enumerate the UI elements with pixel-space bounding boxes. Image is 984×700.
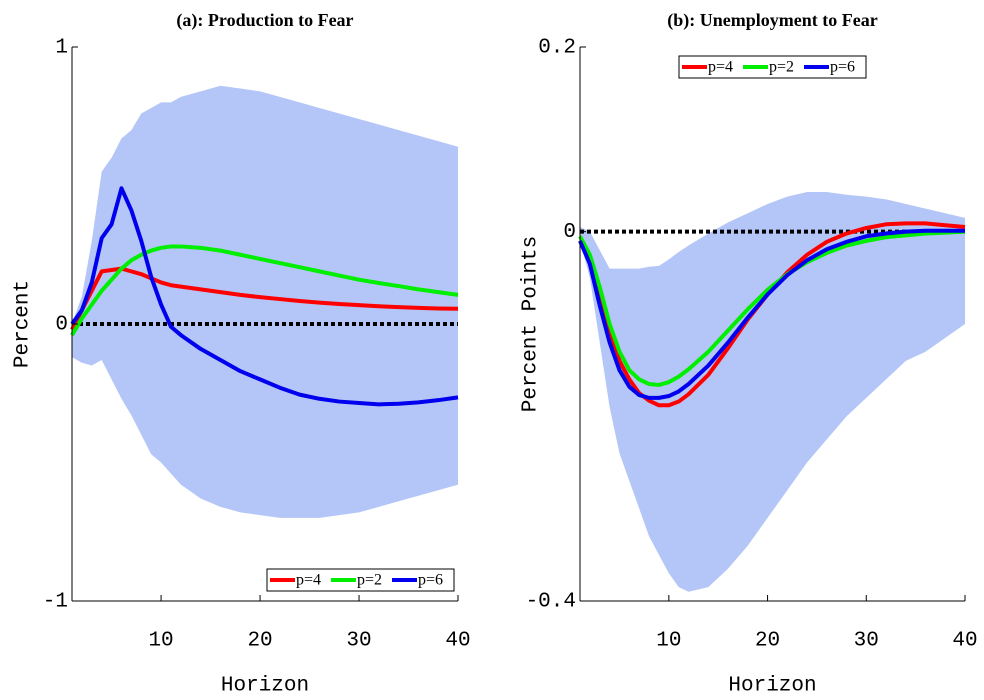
legend-label: p=2 [357, 572, 382, 589]
series-line [578, 228, 965, 400]
x-tick-label: 30 [346, 630, 371, 653]
y-axis-label: Percent Points [520, 236, 543, 412]
legend-box [266, 568, 455, 592]
legend-label: p=6 [830, 59, 855, 76]
legend: p=4 p=2 p=6 [678, 55, 867, 79]
legend-label: p=4 [708, 59, 733, 76]
confidence-band [72, 85, 458, 518]
confidence-band [580, 191, 965, 592]
legend: p=4 p=2 p=6 [266, 568, 455, 592]
series-line [70, 266, 459, 331]
x-axis-label: Horizon [221, 675, 309, 698]
x-axis-label: Horizon [728, 675, 816, 698]
chart-title: (a): Production to Fear [176, 10, 353, 31]
y-tick-label: -0.4 [526, 591, 576, 614]
series-line [70, 244, 459, 337]
x-tick-label: 30 [854, 630, 879, 653]
x-tick-label: 40 [952, 630, 977, 653]
y-tick-label: 0.2 [538, 37, 576, 60]
panel: -0.4 0 0.2 10 20 30 40 (b): Unemployment to Fea… [520, 10, 978, 697]
x-tick-label: 10 [656, 630, 681, 653]
y-tick-label: 0 [55, 314, 68, 337]
x-tick-label: 40 [445, 630, 470, 653]
y-tick-label: 0 [563, 221, 576, 244]
series-line [70, 186, 459, 407]
x-tick-label: 10 [148, 630, 173, 653]
series-line [578, 221, 966, 408]
chart-title: (b): Unemployment to Fear [667, 10, 877, 31]
legend-label: p=2 [769, 59, 794, 76]
x-tick-label: 20 [755, 630, 780, 653]
series-line [578, 229, 966, 387]
legend-label: p=6 [418, 572, 443, 589]
x-tick-label: 20 [247, 630, 272, 653]
legend-label: p=4 [296, 572, 321, 589]
panel: -1 0 1 10 20 30 40 (a): Production to Fear Horiz… [12, 10, 471, 697]
y-axis-label: Percent [12, 280, 35, 368]
y-tick-label: 1 [55, 37, 68, 60]
legend-box [678, 55, 867, 79]
y-tick-label: -1 [43, 591, 68, 614]
